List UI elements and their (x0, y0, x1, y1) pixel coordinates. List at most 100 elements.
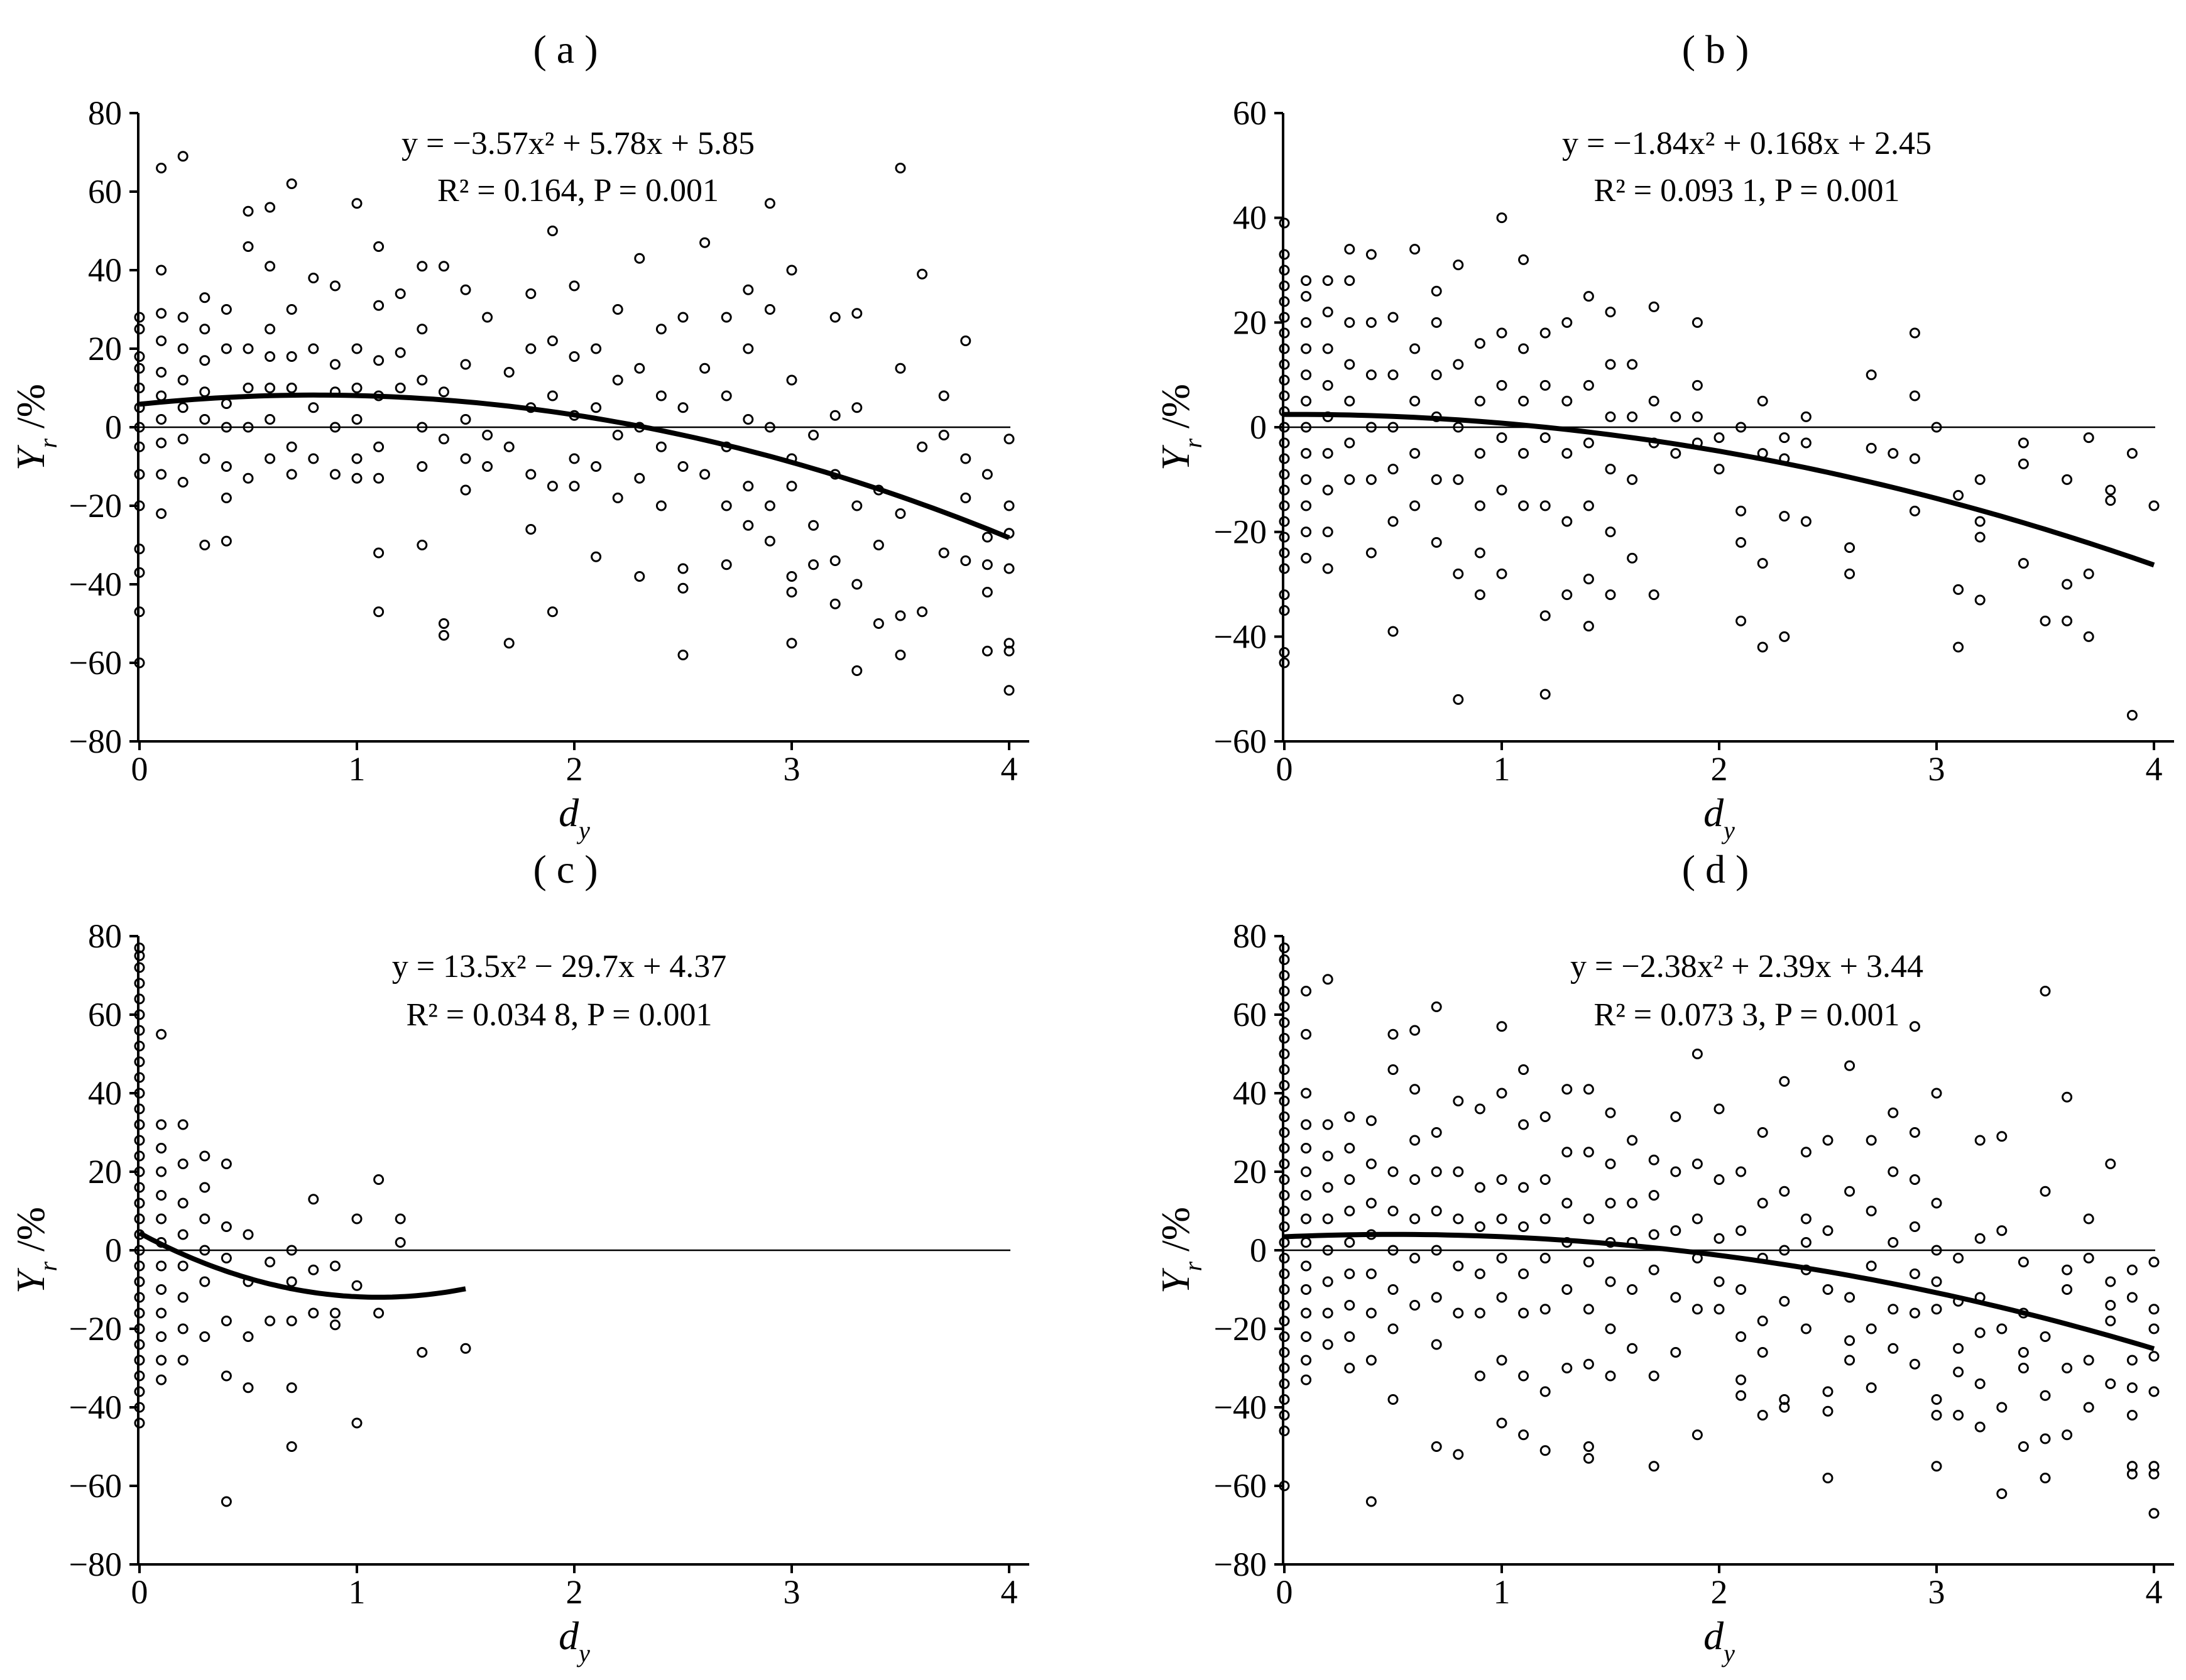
data-point (1822, 1473, 1834, 1483)
data-point (134, 1056, 145, 1067)
data-point (1800, 516, 1812, 527)
data-point (1279, 1017, 1290, 1028)
data-point (1301, 1088, 1312, 1099)
data-point (1301, 1284, 1312, 1295)
data-point (1583, 1147, 1594, 1158)
data-point (2083, 1253, 2094, 1263)
data-point (938, 430, 949, 440)
data-point (1974, 1135, 1986, 1146)
data-point (1713, 432, 1725, 444)
data-point (1344, 474, 1355, 485)
data-point (417, 261, 428, 272)
data-point (2062, 474, 2073, 485)
data-point (1387, 1284, 1399, 1295)
x-axis-label: dy (559, 1613, 590, 1667)
x-tick-label: 2 (566, 750, 583, 788)
data-point (1301, 1143, 1312, 1154)
data-point (177, 477, 189, 488)
data-point (1648, 1154, 1659, 1165)
y-tick-label: 40 (88, 1074, 122, 1112)
data-point (1757, 395, 1768, 406)
data-point (1279, 1316, 1290, 1326)
data-point (1605, 411, 1616, 422)
y-tick-label: 60 (1233, 94, 1267, 132)
data-point (547, 606, 558, 618)
data-point (1974, 594, 1986, 606)
data-point (1670, 1111, 1681, 1122)
data-point (981, 532, 993, 543)
data-point (1301, 448, 1312, 459)
data-point (1344, 244, 1355, 255)
y-tick-label: 80 (1233, 917, 1267, 955)
data-point (1279, 265, 1290, 276)
data-point (1344, 1206, 1355, 1216)
data-point (1279, 954, 1290, 965)
x-tick-label: 2 (566, 1573, 583, 1611)
data-point (960, 555, 971, 566)
data-point (895, 163, 906, 173)
y-tick-label: −60 (69, 644, 122, 682)
data-point (1583, 379, 1594, 391)
fit-equation: y = −1.84x² + 0.168x + 2.45 (1562, 126, 1932, 161)
y-tick-label: 20 (88, 1153, 122, 1191)
data-point (156, 1166, 167, 1177)
x-tick-label: 0 (131, 1573, 148, 1611)
data-point (1909, 1127, 1920, 1138)
data-point (1301, 1307, 1312, 1319)
data-point (2083, 1402, 2094, 1413)
data-point (1909, 390, 1920, 401)
data-point (1605, 1107, 1616, 1118)
data-point (1691, 1429, 1703, 1441)
data-point (1605, 589, 1616, 601)
data-point (851, 402, 863, 413)
data-point (1888, 1107, 1899, 1118)
data-point (895, 650, 906, 660)
data-point (1713, 1304, 1725, 1315)
data-point (417, 374, 428, 386)
data-point (134, 383, 145, 393)
data-point (265, 1316, 276, 1326)
data-point (286, 1441, 297, 1452)
data-point (199, 1331, 210, 1342)
data-point (1279, 1221, 1290, 1232)
data-point (1279, 1284, 1290, 1295)
data-point (417, 1347, 428, 1358)
data-point (351, 198, 363, 209)
data-point (351, 472, 363, 484)
data-point (1387, 312, 1399, 323)
data-point (395, 347, 406, 358)
data-point (1583, 1084, 1594, 1095)
data-point (351, 1280, 363, 1291)
data-point (1561, 1363, 1573, 1373)
data-point (1539, 327, 1551, 339)
data-point (2062, 1284, 2073, 1295)
data-point (786, 481, 797, 492)
data-point (1735, 1225, 1747, 1236)
data-point (721, 500, 732, 511)
data-point (134, 500, 145, 511)
data-point (1888, 1304, 1899, 1315)
y-axis-label: Yr /% (1153, 384, 1207, 471)
chart-panel-d: ( d ) 0 1 2 3 4 −80 −60 −40 −20 0 20 40 60 80 dy Yr /% y … (1153, 847, 2174, 1667)
data-point (1627, 474, 1638, 485)
data-point (286, 178, 297, 189)
data-point (1735, 615, 1747, 626)
data-point (677, 402, 689, 413)
data-point (1322, 1150, 1333, 1162)
data-point (2040, 1186, 2051, 1197)
data-point (1279, 942, 1290, 954)
data-point (1539, 500, 1551, 511)
panel-label: ( a ) (533, 27, 598, 72)
data-point (2062, 1429, 2073, 1441)
data-point (1627, 359, 1638, 370)
data-point (156, 335, 167, 346)
data-point (1301, 552, 1312, 564)
y-tick-label: −40 (1214, 1388, 1267, 1426)
data-point (199, 1276, 210, 1287)
data-point (1648, 589, 1659, 601)
data-point (1279, 1331, 1290, 1342)
data-point (1800, 437, 1812, 449)
data-point (1344, 359, 1355, 370)
data-point (134, 1213, 145, 1225)
data-point (460, 284, 471, 295)
